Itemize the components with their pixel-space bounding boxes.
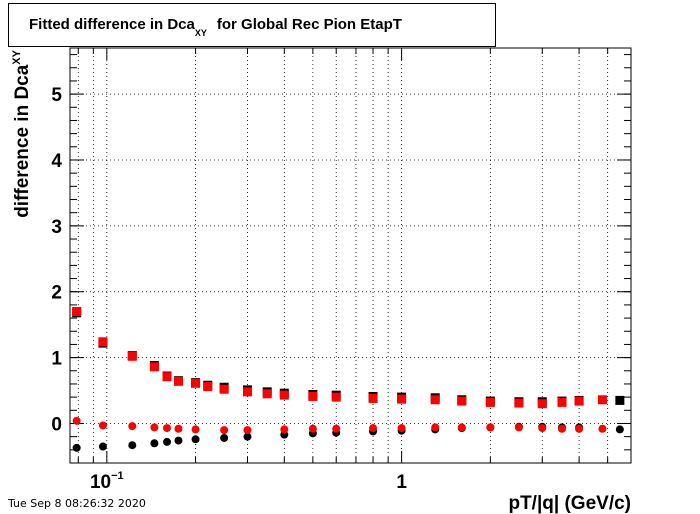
x-tick-label: 10−1 bbox=[90, 470, 124, 493]
data-point-square bbox=[98, 337, 108, 347]
data-point-circle bbox=[243, 432, 252, 441]
data-point-circle bbox=[98, 421, 107, 430]
data-point-square bbox=[557, 397, 567, 407]
chart-title: Fitted difference in DcaXY for Global Rec… bbox=[29, 16, 402, 38]
data-point-square bbox=[127, 351, 137, 361]
plot-frame bbox=[69, 47, 632, 464]
data-point-circle bbox=[98, 442, 107, 451]
data-point-square bbox=[308, 391, 318, 401]
data-point-circle bbox=[457, 423, 466, 432]
data-point-square bbox=[162, 372, 172, 382]
data-point-circle bbox=[431, 423, 440, 432]
data-point-square bbox=[203, 382, 213, 392]
data-point-circle bbox=[174, 424, 183, 433]
data-point-circle bbox=[280, 425, 289, 434]
data-point-square bbox=[331, 392, 341, 402]
data-point-square bbox=[485, 397, 495, 407]
data-point-circle bbox=[575, 424, 584, 433]
data-point-square bbox=[191, 378, 201, 388]
data-point-square bbox=[514, 398, 524, 408]
x-tick-label: 1 bbox=[396, 472, 407, 493]
data-point-square bbox=[262, 389, 272, 399]
data-point-square bbox=[242, 387, 252, 397]
data-point-square bbox=[368, 393, 378, 403]
data-point-circle bbox=[308, 424, 317, 433]
data-point-circle bbox=[128, 422, 137, 431]
title-rest: for Global Rec Pion EtapT bbox=[216, 16, 402, 33]
data-point-circle bbox=[72, 416, 81, 425]
data-point-square bbox=[430, 395, 440, 405]
data-point-circle bbox=[163, 437, 172, 446]
data-point-circle bbox=[128, 441, 137, 450]
data-point-circle bbox=[369, 424, 378, 433]
data-point-circle bbox=[332, 424, 341, 433]
data-point-circle bbox=[174, 436, 183, 445]
data-point-circle bbox=[220, 426, 229, 435]
y-axis-label: difference in DcaXY bbox=[11, 49, 33, 217]
data-point-circle bbox=[514, 423, 523, 432]
data-point-square bbox=[173, 376, 183, 386]
y-tick-label: 4 bbox=[51, 151, 62, 172]
data-point-circle bbox=[163, 424, 172, 433]
data-point-circle bbox=[150, 439, 159, 448]
data-point-square bbox=[397, 394, 407, 404]
data-point-square bbox=[597, 395, 607, 405]
x-axis-label: pT/|q| (GeV/c) bbox=[508, 493, 631, 514]
timestamp: Tue Sep 8 08:26:32 2020 bbox=[8, 497, 146, 510]
data-point-circle bbox=[191, 435, 200, 444]
title-main: Fitted difference in Dca bbox=[29, 16, 195, 33]
data-point-circle bbox=[150, 423, 159, 432]
title-subscript: XY bbox=[194, 28, 207, 38]
y-tick-label: 3 bbox=[51, 217, 62, 238]
data-point-circle bbox=[72, 443, 81, 452]
y-tick-label: 2 bbox=[51, 283, 62, 304]
data-point-circle bbox=[191, 425, 200, 434]
data-point-circle bbox=[397, 424, 406, 433]
data-point-circle bbox=[486, 423, 495, 432]
title-box: Fitted difference in DcaXY for Global Rec… bbox=[8, 3, 496, 47]
data-point-square bbox=[279, 390, 289, 400]
data-point-square bbox=[149, 362, 159, 372]
data-point-square bbox=[72, 306, 82, 316]
data-point-circle bbox=[538, 424, 547, 433]
data-point-square bbox=[219, 384, 229, 394]
data-point-circle bbox=[243, 426, 252, 435]
data-point-square bbox=[574, 396, 584, 406]
data-point-circle bbox=[598, 424, 607, 433]
y-tick-label: 1 bbox=[51, 349, 62, 370]
data-point-square bbox=[537, 399, 547, 409]
data-point-circle bbox=[220, 433, 229, 442]
data-point-square bbox=[457, 396, 467, 406]
y-tick-label: 5 bbox=[51, 85, 62, 106]
data-point-square bbox=[615, 395, 625, 405]
y-tick-label: 0 bbox=[51, 414, 62, 435]
data-point-circle bbox=[557, 424, 566, 433]
data-point-circle bbox=[615, 425, 624, 434]
